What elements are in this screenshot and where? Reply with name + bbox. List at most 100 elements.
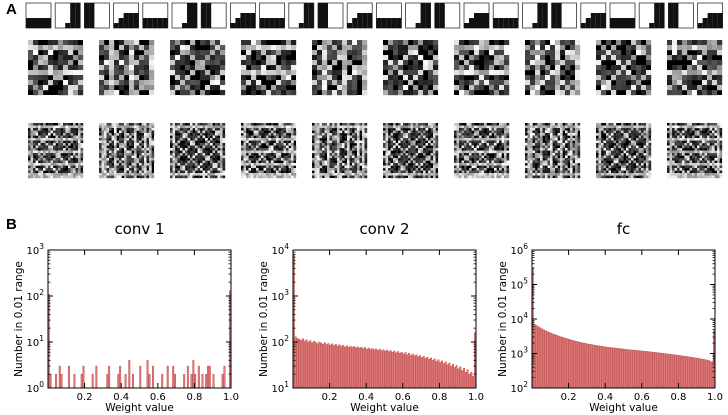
histogram-bar	[301, 338, 304, 389]
histogram-bar	[459, 366, 462, 389]
y-tick-label: 101	[26, 334, 44, 349]
histogram-bar	[654, 352, 657, 389]
histogram-bar	[663, 353, 666, 389]
fc-filter	[28, 123, 84, 179]
histogram-bar	[336, 345, 339, 389]
histogram-bar	[387, 351, 390, 389]
y-axis-label: Number in 0.01 range	[13, 261, 25, 377]
fc-filter	[383, 123, 439, 179]
histogram-bar	[413, 355, 416, 389]
chart-title: conv 1	[114, 220, 164, 238]
histogram-bar	[221, 373, 224, 389]
histogram-bar	[419, 355, 421, 389]
histogram-bar	[691, 357, 693, 389]
histogram-bar	[355, 347, 357, 389]
histogram-bar	[314, 342, 317, 389]
histogram-bar	[566, 338, 569, 389]
histogram-bar	[557, 335, 560, 389]
x-tick-label: 1.0	[223, 392, 239, 403]
histogram-bar	[433, 358, 436, 389]
histogram-bar	[667, 353, 670, 389]
histogram-bar	[356, 346, 359, 389]
histogram-bar	[307, 341, 310, 389]
histogram-bar	[212, 373, 215, 389]
histogram-bar	[344, 346, 346, 389]
histogram-bar	[349, 346, 352, 389]
chart-title: conv 2	[359, 220, 409, 238]
histogram-bar	[634, 350, 637, 389]
histogram-bar	[146, 360, 149, 389]
panel-a-letter: A	[6, 1, 17, 18]
histogram-bar	[411, 353, 414, 389]
x-axis-label: Weight value	[589, 402, 658, 414]
y-tick-label: 103	[26, 242, 44, 257]
conv1-filter	[551, 2, 577, 29]
histogram-bar	[658, 352, 661, 389]
histogram-bar	[190, 373, 193, 389]
histogram-bar	[665, 353, 668, 389]
histogram-bar	[207, 365, 209, 389]
fc-filter	[596, 123, 652, 179]
histogram-bar	[603, 346, 606, 389]
histogram-bar	[470, 372, 473, 389]
histogram-bar	[338, 344, 341, 389]
histogram-bar	[468, 373, 471, 389]
histogram-bar	[448, 362, 451, 389]
conv1-filter	[434, 2, 461, 29]
histogram-bar	[312, 341, 315, 389]
histogram-bar	[49, 373, 52, 389]
histogram-bar	[573, 340, 576, 389]
fc-filter	[241, 123, 297, 179]
fc-filter	[170, 123, 226, 179]
conv2-filter	[525, 40, 581, 96]
histogram-bar	[333, 345, 335, 389]
histogram-bar	[67, 365, 70, 389]
histogram-bar	[384, 351, 387, 389]
histogram-bar	[186, 365, 189, 389]
histogram-bar	[583, 342, 585, 389]
histogram-bar	[674, 354, 677, 389]
histogram-bar	[584, 343, 587, 389]
histogram-bar	[687, 356, 690, 389]
x-tick-label: 0.6	[150, 392, 166, 403]
histogram-bar	[373, 349, 376, 389]
conv2-filter	[454, 40, 510, 96]
histogram-bar	[124, 373, 127, 389]
histogram-bar	[659, 352, 662, 389]
histogram-bar	[535, 325, 538, 389]
conv1-filter	[229, 2, 256, 29]
conv2-filter	[667, 40, 723, 96]
histogram-bar	[680, 355, 682, 389]
histogram-bar	[131, 373, 134, 389]
histogram-bar	[562, 337, 565, 389]
histogram-bar	[546, 331, 549, 389]
histogram-bar	[661, 353, 664, 389]
histogram-bar	[630, 349, 633, 389]
histogram-bar	[327, 343, 330, 389]
histogram-bar	[712, 330, 715, 389]
histogram-bar	[166, 365, 169, 389]
histogram-bar	[358, 347, 361, 389]
histogram-bar	[298, 339, 301, 389]
histogram-bar	[386, 349, 389, 389]
histogram-bar	[621, 348, 624, 389]
x-axis-label: Weight value	[105, 402, 174, 414]
histogram-bar	[311, 342, 314, 389]
histogram-bar	[393, 350, 396, 389]
conv2-filter	[241, 40, 297, 96]
histogram-bar	[608, 347, 611, 389]
histogram-bar	[192, 360, 195, 389]
histogram-bar	[139, 365, 142, 389]
histogram-bar	[80, 373, 83, 389]
histogram-bar	[371, 348, 374, 389]
histogram-bar	[437, 359, 440, 389]
fc-filter	[99, 123, 155, 179]
conv1-filter	[638, 2, 665, 29]
histogram-bar	[559, 336, 562, 389]
histogram-bar	[669, 353, 671, 389]
histogram-bar	[599, 345, 602, 389]
y-tick-label: 104	[510, 311, 528, 326]
histogram-bar	[701, 358, 704, 389]
histogram-bar	[605, 346, 607, 389]
